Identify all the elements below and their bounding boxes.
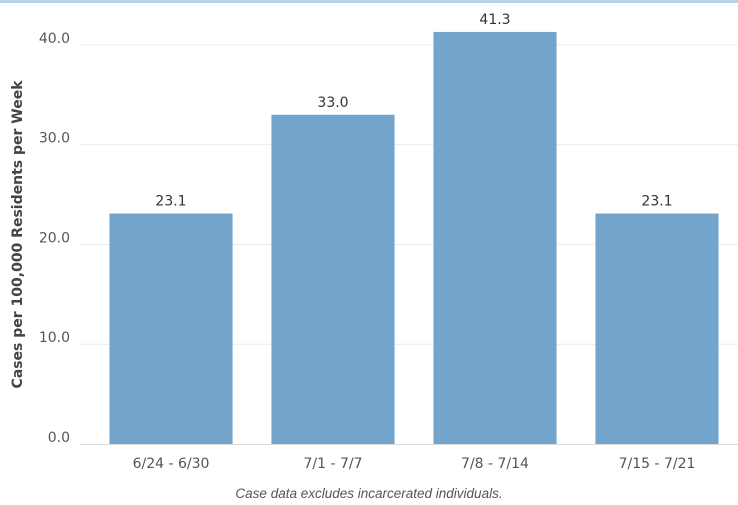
footnote: Case data excludes incarcerated individu…	[235, 486, 503, 501]
bar	[271, 114, 395, 444]
y-axis-ticks: 0.0 10.0 20.0 30.0 40.0	[39, 31, 70, 446]
bar	[595, 213, 719, 444]
x-tick-label: 6/24 - 6/30	[133, 456, 210, 472]
bar-value-label: 33.0	[317, 95, 348, 111]
y-tick-label: 20.0	[39, 230, 70, 246]
bar-value-label: 23.1	[641, 194, 672, 210]
top-border	[0, 0, 738, 3]
y-tick-label: 40.0	[39, 31, 70, 47]
y-tick-label: 10.0	[39, 330, 70, 346]
x-tick-label: 7/8 - 7/14	[461, 456, 529, 472]
y-axis-title: Cases per 100,000 Residents per Week	[10, 80, 26, 389]
x-tick-label: 7/1 - 7/7	[303, 456, 362, 472]
bar-value-label: 23.1	[155, 194, 186, 210]
bars	[109, 31, 719, 445]
bar	[433, 31, 557, 445]
bar-chart: 23.1 33.0 41.3 23.1 0.0 10.0 20.0 30.0 40.0 6/2…	[10, 12, 738, 472]
bar-value-label: 41.3	[479, 12, 510, 28]
y-tick-label: 0.0	[48, 430, 70, 446]
value-labels: 23.1 33.0 41.3 23.1	[155, 12, 672, 210]
bar	[109, 213, 233, 444]
x-axis-ticks: 6/24 - 6/30 7/1 - 7/7 7/8 - 7/14 7/15 - 7/2…	[133, 456, 696, 472]
x-tick-label: 7/15 - 7/21	[619, 456, 696, 472]
y-tick-label: 30.0	[39, 131, 70, 147]
